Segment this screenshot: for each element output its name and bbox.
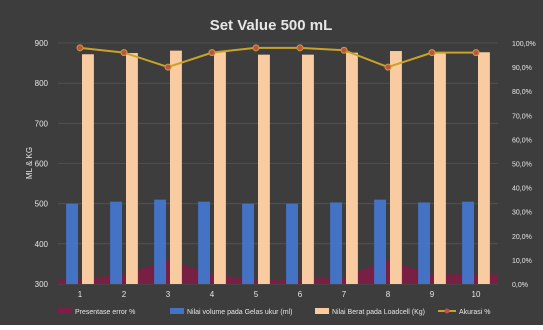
volume-bar	[462, 201, 474, 284]
legend-label: Presentase error %	[75, 309, 135, 316]
y-tick-label: 600	[35, 160, 49, 169]
y2-tick-label: 90,0%	[512, 65, 532, 72]
legend-label: Nilai volume pada Gelas ukur (ml)	[187, 309, 292, 316]
y-tick-label: 800	[35, 79, 49, 88]
volume-bar	[198, 201, 210, 284]
y2-tick-label: 0,0%	[512, 282, 528, 289]
x-tick-label: 3	[166, 290, 171, 299]
axes: 300 400 500 600 700 800 900 0,0% 10,0% 20,0% 30,0%…	[35, 39, 536, 299]
volume-bar	[374, 199, 386, 284]
weight-bar	[346, 52, 358, 284]
x-tick-label: 5	[254, 290, 259, 299]
accuracy-point	[120, 49, 128, 57]
y-tick-label: 300	[35, 280, 49, 289]
y2-tick-label: 60,0%	[512, 137, 532, 144]
accuracy-line-series	[76, 44, 480, 71]
y2-tick-label: 100,0%	[512, 41, 536, 48]
weight-bar	[390, 51, 402, 285]
y2-tick-label: 80,0%	[512, 89, 532, 96]
accuracy-point	[252, 44, 260, 52]
weight-bar	[434, 53, 446, 284]
accuracy-point	[296, 44, 304, 52]
y2-tick-label: 70,0%	[512, 113, 532, 120]
accuracy-line	[79, 46, 476, 69]
y-tick-label: 400	[35, 240, 49, 249]
accuracy-point	[428, 49, 436, 57]
accuracy-point	[340, 46, 348, 54]
x-tick-label: 10	[472, 290, 481, 299]
y2-tick-label: 50,0%	[512, 162, 532, 169]
volume-bar	[330, 202, 342, 284]
legend-label: Akurasi %	[459, 309, 491, 316]
x-tick-label: 2	[122, 290, 127, 299]
y-tick-label: 500	[35, 200, 49, 209]
weight-bar	[126, 53, 138, 284]
legend: Presentase error % Nilai volume pada Gela…	[58, 308, 491, 316]
y2-tick-label: 30,0%	[512, 210, 532, 217]
weight-bar	[478, 52, 490, 284]
x-tick-label: 6	[298, 290, 303, 299]
volume-bar	[154, 199, 166, 284]
volume-bar	[242, 203, 254, 284]
y-tick-label: 700	[35, 119, 49, 128]
x-tick-label: 8	[386, 290, 391, 299]
error-area	[58, 259, 498, 284]
weight-bar	[170, 50, 182, 284]
legend-swatch	[315, 308, 329, 314]
accuracy-point	[76, 44, 84, 52]
x-tick-label: 4	[210, 290, 215, 299]
volume-bar	[110, 201, 122, 284]
weight-bar	[214, 51, 226, 284]
x-tick-label: 1	[78, 290, 83, 299]
y2-tick-label: 10,0%	[512, 258, 532, 265]
legend-marker	[444, 308, 450, 314]
error-area-series	[58, 259, 498, 284]
accuracy-point	[472, 49, 480, 57]
legend-swatch	[58, 308, 72, 314]
y2-tick-label: 40,0%	[512, 186, 532, 193]
weight-bar	[258, 54, 270, 285]
y2-tick-label: 20,0%	[512, 234, 532, 241]
legend-swatch	[170, 308, 184, 314]
volume-bar	[66, 203, 78, 284]
accuracy-point	[164, 63, 172, 71]
chart-title: Set Value 500 mL	[210, 17, 333, 34]
x-tick-label: 9	[430, 290, 435, 299]
weight-bar	[82, 54, 94, 284]
y-tick-label: 900	[35, 39, 49, 48]
accuracy-point	[384, 63, 392, 71]
volume-bar	[286, 203, 298, 284]
bar-series	[66, 50, 490, 285]
y-axis-label: ML & KG	[25, 147, 34, 179]
accuracy-point	[208, 49, 216, 57]
x-tick-label: 7	[342, 290, 347, 299]
weight-bar	[302, 54, 314, 285]
legend-label: Nilai Berat pada Loadcell (Kg)	[332, 309, 425, 316]
volume-bar	[418, 202, 430, 284]
